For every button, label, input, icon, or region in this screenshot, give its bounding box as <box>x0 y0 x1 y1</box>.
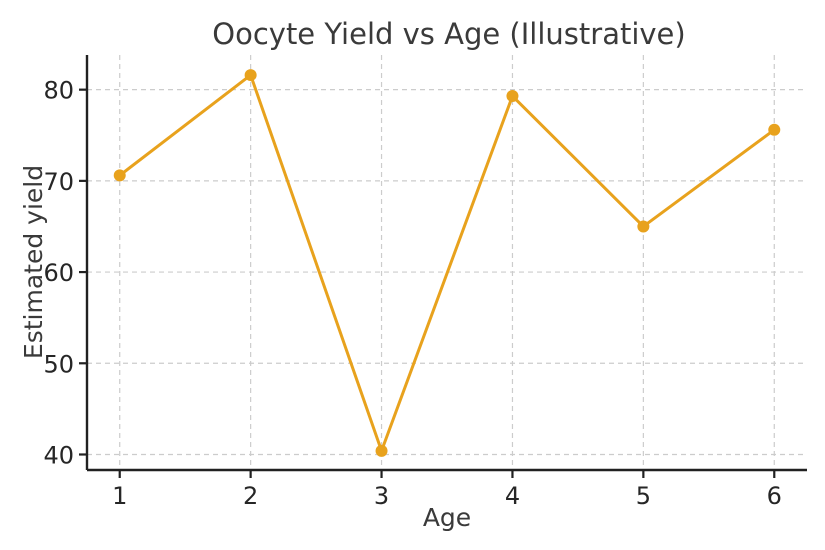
y-axis-label: Estimated yield <box>19 165 48 359</box>
x-tick-label: 1 <box>112 482 127 510</box>
x-tick-label: 5 <box>636 482 651 510</box>
axis-layer: 1 2 3 4 5 6 40 50 60 70 80 <box>43 55 807 510</box>
data-point-marker <box>113 169 126 182</box>
data-point-marker <box>506 90 519 103</box>
x-tick-label: 2 <box>243 482 258 510</box>
grid-layer <box>87 55 807 470</box>
data-point-marker <box>244 69 257 82</box>
yield-series <box>113 69 781 457</box>
x-tick-label: 4 <box>505 482 520 510</box>
data-point-marker <box>375 444 388 457</box>
yield-line <box>118 73 776 453</box>
chart-title: Oocyte Yield vs Age (Illustrative) <box>212 17 685 51</box>
y-tick-label: 40 <box>43 441 74 469</box>
x-tick-label: 3 <box>374 482 389 510</box>
x-axis-label: Age <box>423 503 471 532</box>
data-point-marker <box>768 123 781 136</box>
y-tick-label: 60 <box>43 259 74 287</box>
data-point-marker <box>637 220 650 233</box>
y-tick-label: 50 <box>43 350 74 378</box>
y-tick-label: 70 <box>43 168 74 196</box>
x-tick-label: 6 <box>767 482 782 510</box>
y-tick-label: 80 <box>43 77 74 105</box>
